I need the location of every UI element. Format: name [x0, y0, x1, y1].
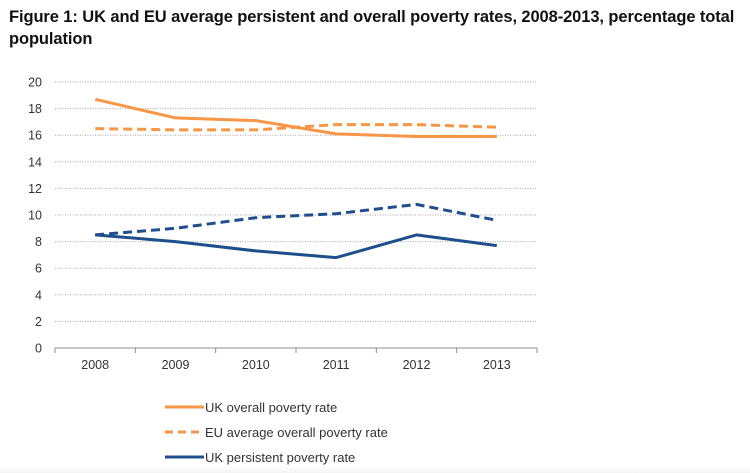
series-line-uk-persistent-poverty-rate: [95, 233, 497, 260]
bottom-edge: [0, 465, 750, 473]
y-tick-label: 2: [35, 315, 42, 329]
x-tick-label: 2010: [242, 358, 270, 372]
y-tick-label: 6: [35, 262, 42, 276]
y-axis-tick-labels: 0 2 4 6 8 10 12 14 16 18 20: [28, 76, 42, 356]
y-tick-label: 8: [35, 235, 42, 249]
series-line-uk-overall-poverty-rate: [94, 97, 497, 138]
y-tick-label: 20: [28, 76, 42, 90]
legend-label: UK overall poverty rate: [205, 400, 337, 415]
x-tick-label: 2013: [483, 358, 511, 372]
y-tick-label: 16: [28, 129, 42, 143]
x-tick-label: 2012: [403, 358, 431, 372]
chart-title: Figure 1: UK and EU average persistent a…: [9, 8, 735, 48]
x-tick-label: 2009: [162, 358, 190, 372]
x-axis: [54, 347, 538, 353]
y-tick-label: 18: [28, 102, 42, 116]
y-tick-label: 10: [28, 209, 42, 223]
gridlines: [55, 81, 537, 322]
x-tick-label: 2011: [323, 358, 350, 372]
x-axis-tick-labels: 2008 2009 2010 2011 2012 2013: [81, 358, 511, 372]
y-tick-label: 14: [28, 155, 42, 169]
series-line-eu-average-persistent-poverty-rate: [95, 202, 498, 237]
x-tick-label: 2008: [81, 358, 109, 372]
legend: UK overall poverty rate EU average overal…: [165, 400, 388, 465]
y-tick-label: 0: [35, 342, 42, 356]
y-tick-label: 4: [35, 288, 42, 302]
y-tick-label: 12: [28, 182, 42, 196]
series-lines: [94, 97, 498, 260]
legend-label: EU average overall poverty rate: [205, 425, 388, 440]
legend-label: UK persistent poverty rate: [205, 450, 355, 465]
